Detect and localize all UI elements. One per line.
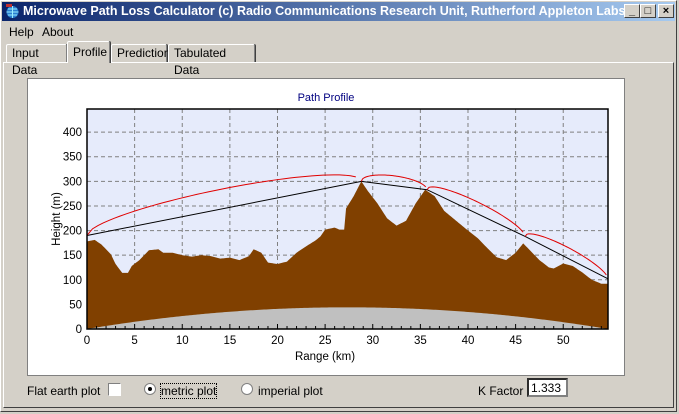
x-tick-label: 35	[414, 335, 427, 347]
tab-input-data[interactable]: Input Data	[6, 44, 67, 77]
fresnel-zone	[360, 174, 427, 188]
k-factor-input[interactable]	[527, 378, 568, 397]
window-title: Microwave Path Loss Calculator (c) Radio…	[23, 4, 626, 18]
tab-panel	[3, 62, 674, 408]
x-tick-label: 50	[557, 335, 570, 347]
y-tick-label: 400	[63, 127, 82, 139]
y-tick-label: 50	[69, 299, 82, 311]
chart-svg: Path Profile Range (km) Height (m) 0 5 10 1…	[51, 92, 609, 363]
fresnel-zone	[524, 233, 607, 276]
tab-profile[interactable]: Profile	[67, 41, 110, 63]
y-tick-label: 100	[63, 275, 82, 287]
x-tick-label: 15	[223, 335, 236, 347]
y-tick-label: 300	[63, 176, 82, 188]
title-bar: Microwave Path Loss Calculator (c) Radio…	[2, 2, 675, 21]
x-tick-label: 20	[271, 335, 284, 347]
y-tick-label: 200	[63, 226, 82, 238]
flat-earth-label: Flat earth plot	[27, 384, 101, 398]
x-tick-label: 10	[176, 335, 189, 347]
plot-border	[86, 108, 609, 330]
x-tick-label: 5	[131, 335, 137, 347]
tab-tabulated-data[interactable]: Tabulated Data	[168, 44, 255, 77]
y-tick-label: 0	[76, 324, 82, 336]
chart-title: Path Profile	[298, 92, 355, 104]
tab-prediction[interactable]: Prediction	[111, 44, 170, 62]
k-factor-label: K Factor	[478, 384, 524, 398]
globe-app-icon	[6, 4, 19, 18]
path-profile-chart: Path Profile Range (km) Height (m) 0 5 10 1…	[27, 78, 625, 376]
maximize-button[interactable]: □	[640, 4, 656, 18]
x-tick-label: 25	[319, 335, 332, 347]
x-tick-label: 30	[366, 335, 379, 347]
y-tick-label: 250	[63, 201, 82, 213]
x-tick-label: 45	[509, 335, 522, 347]
metric-label[interactable]: metric plot	[159, 383, 218, 399]
imperial-label[interactable]: imperial plot	[258, 384, 323, 398]
close-button[interactable]: ×	[658, 4, 674, 18]
flat-earth-checkbox[interactable]	[108, 383, 121, 396]
fresnel-zone	[86, 174, 356, 236]
x-tick-label: 40	[462, 335, 475, 347]
imperial-radio[interactable]	[241, 383, 253, 395]
menu-help[interactable]: Help	[9, 25, 34, 39]
y-axis-label: Height (m)	[51, 192, 63, 246]
fresnel-zone	[426, 186, 524, 233]
y-tick-label: 150	[63, 250, 82, 262]
x-tick-label: 0	[84, 335, 90, 347]
minimize-button[interactable]: _	[624, 4, 640, 18]
y-tick-label: 350	[63, 152, 82, 164]
earth-bulge	[87, 307, 608, 329]
x-axis-label: Range (km)	[295, 351, 355, 363]
metric-radio[interactable]	[144, 383, 156, 395]
radio-selected-dot	[148, 387, 152, 391]
terrain-area	[87, 181, 608, 329]
menu-about[interactable]: About	[42, 25, 74, 39]
